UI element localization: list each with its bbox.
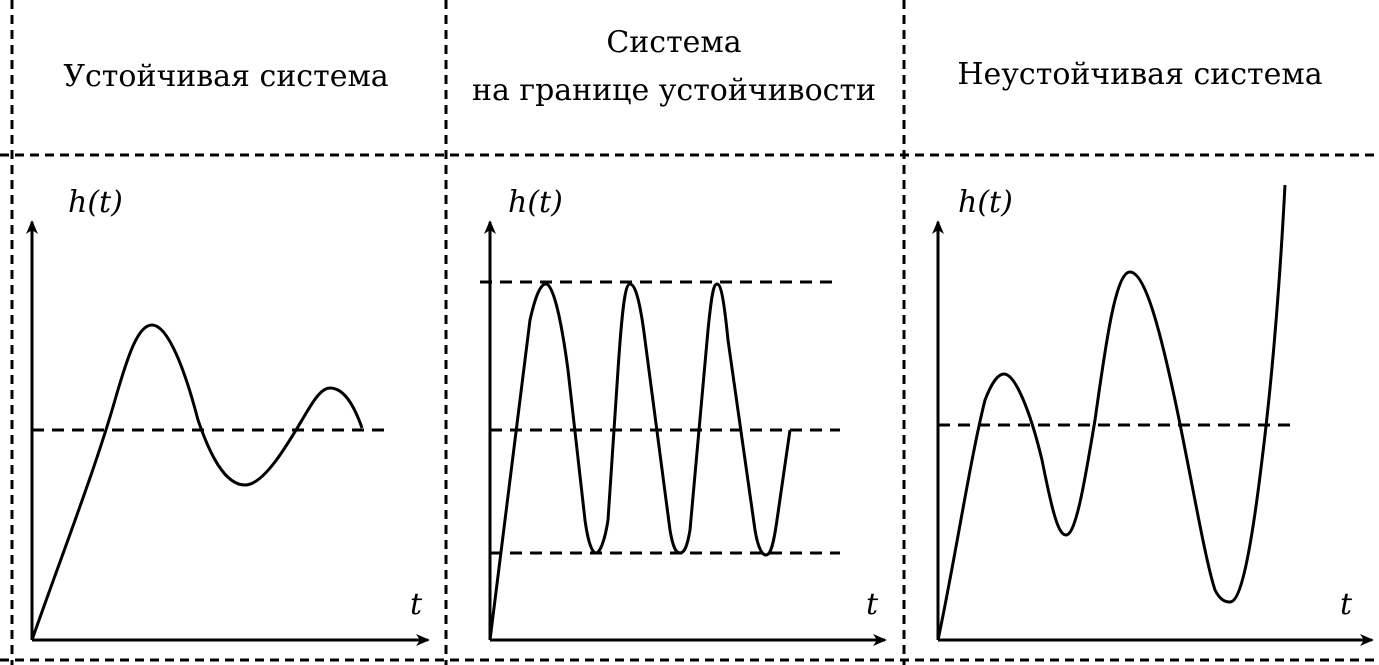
panel-stable: h(t) t: [26, 185, 430, 646]
title-boundary-line-1: Система: [606, 25, 741, 60]
x-axis-label-stable: t: [410, 587, 423, 622]
title-boundary-line-2: на границе устойчивости: [472, 73, 876, 108]
x-axis-label-boundary: t: [866, 587, 879, 622]
response-curve-boundary: [488, 282, 792, 641]
title-unstable: Неустойчивая система: [957, 57, 1322, 92]
y-axis-label-unstable: h(t): [958, 185, 1013, 220]
panel-titles: Устойчивая система Система на границе ус…: [63, 25, 1322, 108]
y-axis-label-stable: h(t): [68, 185, 123, 220]
y-axis-label-boundary: h(t): [508, 185, 563, 220]
panel-unstable: h(t) t: [932, 184, 1374, 646]
response-curve-stable: [30, 323, 364, 641]
x-axis-label-unstable: t: [1340, 587, 1353, 622]
response-curve-unstable: [936, 184, 1287, 641]
title-stable: Устойчивая система: [63, 59, 388, 94]
panel-boundary: h(t) t: [480, 185, 887, 646]
